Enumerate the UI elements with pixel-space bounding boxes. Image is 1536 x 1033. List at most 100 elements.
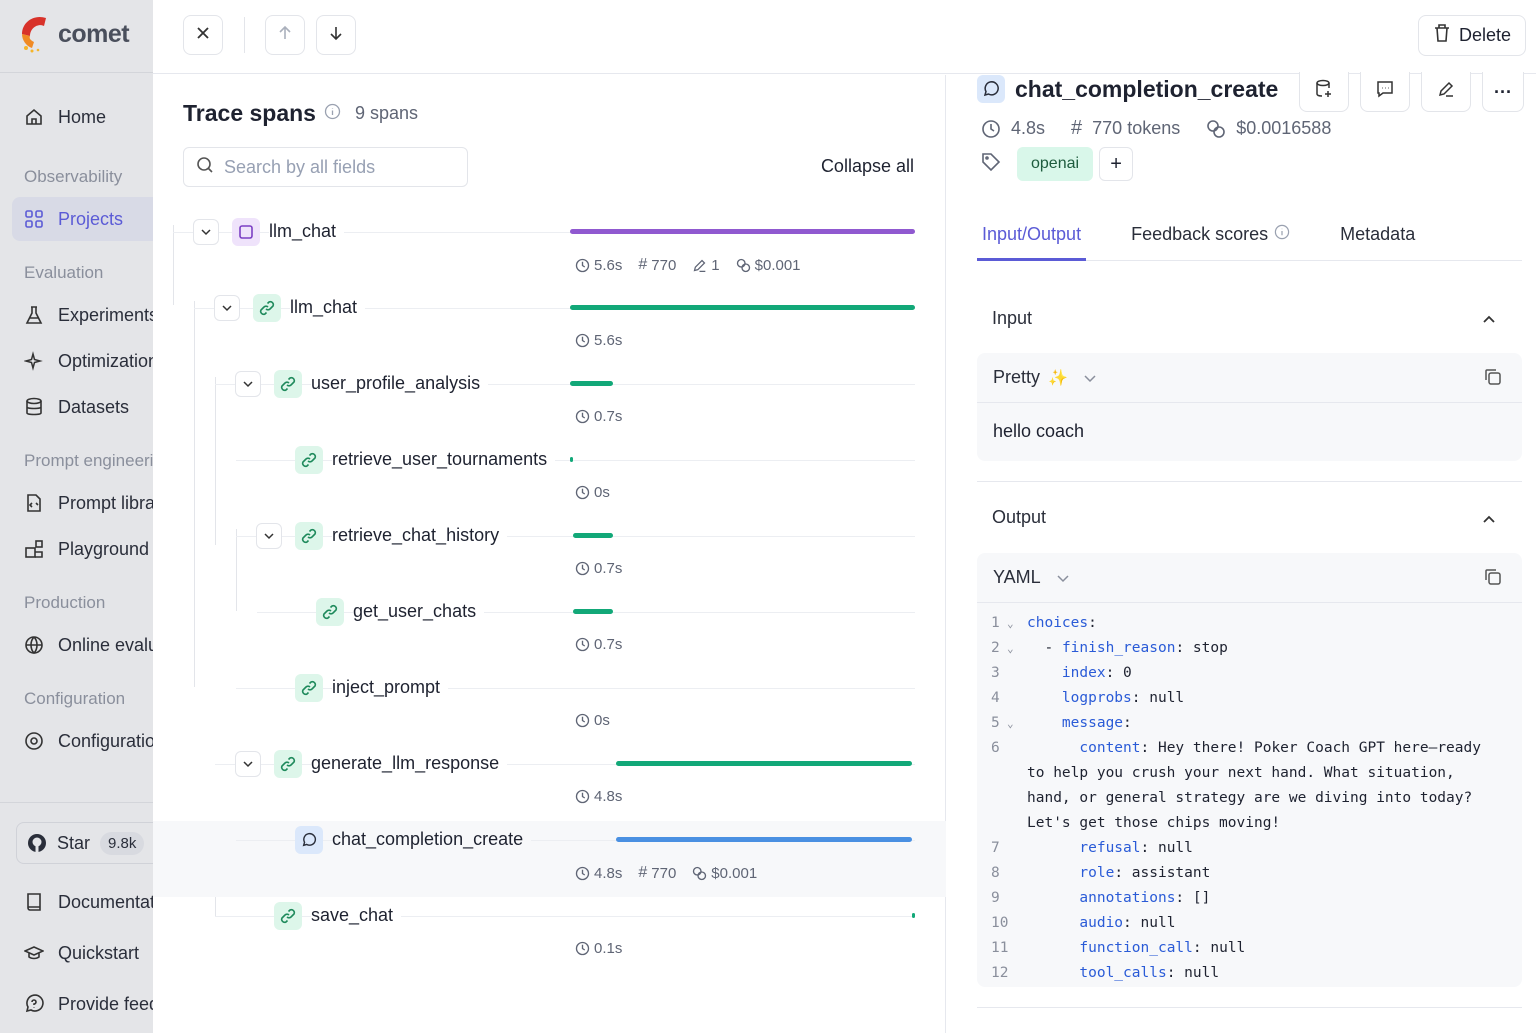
previous-span-button[interactable] — [265, 15, 305, 55]
yaml-key: choices — [1027, 615, 1089, 631]
edit-button[interactable] — [1421, 72, 1471, 112]
span-metrics: 0.7s — [575, 636, 622, 653]
fold-chevron-icon[interactable]: ⌄ — [1007, 717, 1014, 730]
clock-icon — [575, 713, 590, 728]
tab-feedback-scores[interactable]: Feedback scores — [1126, 215, 1295, 261]
span-row[interactable]: save_chat 0.1s — [153, 897, 946, 973]
input-section-header[interactable]: Input — [992, 308, 1033, 328]
span-row[interactable]: user_profile_analysis 0.7s — [153, 365, 946, 441]
tag-openai[interactable]: openai — [1017, 147, 1094, 181]
detail-tabs: Input/Output Feedback scores Metadata — [977, 215, 1522, 261]
code-line: 12 tool_calls: null — [977, 961, 1522, 986]
chevron-up-icon[interactable] — [1482, 511, 1496, 529]
code-line: 8 role: assistant — [977, 861, 1522, 886]
chevron-down-icon[interactable] — [1084, 367, 1096, 388]
sidebar-item-documentation[interactable]: Documentation — [12, 880, 153, 924]
arrow-up-icon — [278, 25, 292, 46]
sidebar-item-optimization[interactable]: Optimization — [12, 339, 153, 383]
collapse-all-button[interactable]: Collapse all — [820, 156, 914, 176]
search-input[interactable] — [224, 156, 454, 178]
sidebar-item-quickstart[interactable]: Quickstart — [12, 931, 153, 975]
tab-metadata[interactable]: Metadata — [1340, 224, 1416, 244]
close-icon — [196, 26, 210, 45]
span-metrics: 4.8s — [575, 788, 622, 805]
info-icon[interactable] — [324, 103, 341, 125]
link-icon — [274, 750, 302, 778]
globe-icon — [24, 635, 44, 655]
next-span-button[interactable] — [316, 15, 356, 55]
hash-icon: # — [638, 256, 648, 273]
sidebar-item-playground[interactable]: Playground — [12, 527, 153, 571]
github-star-button[interactable]: Star 9.8k — [16, 822, 153, 864]
chevron-up-icon[interactable] — [1482, 311, 1496, 329]
metric-duration: 0.7s — [575, 560, 622, 577]
close-button[interactable] — [183, 15, 223, 55]
span-row[interactable]: retrieve_user_tournaments 0s — [153, 441, 946, 517]
metric-duration: 5.6s — [575, 332, 622, 349]
search-field[interactable] — [183, 147, 468, 187]
span-row[interactable]: generate_llm_response 4.8s — [153, 745, 946, 821]
span-metrics: 0.1s — [575, 940, 622, 957]
sidebar-item-configuration[interactable]: Configuration — [12, 719, 153, 763]
more-button[interactable]: ··· — [1482, 72, 1524, 112]
chevron-down-icon[interactable] — [1057, 567, 1069, 588]
link-icon — [253, 294, 281, 322]
span-name: save_chat — [311, 905, 402, 926]
message-circle-icon — [295, 826, 323, 854]
fold-chevron-icon[interactable]: ⌄ — [1007, 617, 1014, 630]
expand-toggle[interactable] — [193, 219, 219, 245]
sidebar-item-datasets[interactable]: Datasets — [12, 385, 153, 429]
line-number: 9 — [991, 890, 1000, 906]
yaml-key: index — [1061, 665, 1106, 681]
add-tag-button[interactable]: + — [1099, 147, 1134, 181]
code-line: 1 ⌄ choices: — [977, 611, 1522, 636]
tab-input-output[interactable]: Input/Output — [977, 215, 1087, 261]
comment-button[interactable] — [1360, 72, 1410, 112]
span-row[interactable]: llm_chat 5.6s #770 1 $0.001 — [153, 213, 946, 289]
span-name: retrieve_user_tournaments — [332, 449, 556, 470]
yaml-value: 0 — [1123, 665, 1132, 681]
span-title: chat_completion_create — [1015, 75, 1279, 102]
yaml-key: tool_calls — [1079, 965, 1167, 981]
span-row[interactable]: llm_chat 5.6s — [153, 289, 946, 365]
comet-logo[interactable]: comet — [18, 14, 130, 54]
expand-toggle[interactable] — [235, 371, 261, 397]
yaml-value: null — [1184, 965, 1220, 981]
sidebar-item-home[interactable]: Home — [12, 95, 153, 139]
span-name: generate_llm_response — [311, 753, 508, 774]
copy-icon[interactable] — [1484, 368, 1502, 391]
add-to-dataset-button[interactable] — [1299, 72, 1349, 112]
span-row[interactable]: inject_prompt 0s — [153, 669, 946, 745]
expand-toggle[interactable] — [214, 295, 240, 321]
format-select[interactable]: YAML — [993, 567, 1041, 587]
expand-toggle[interactable] — [235, 751, 261, 777]
span-row[interactable]: retrieve_chat_history 0.7s — [153, 517, 946, 593]
output-section-header[interactable]: Output — [992, 507, 1047, 527]
sidebar-item-prompt-library[interactable]: Prompt library — [12, 481, 153, 525]
code-line: 2 ⌄ - finish_reason: stop — [977, 636, 1522, 661]
format-select[interactable]: Pretty — [993, 367, 1041, 387]
span-row[interactable]: get_user_chats 0.7s — [153, 593, 946, 669]
metric-duration: 4.8s — [575, 865, 622, 882]
sidebar-item-online-evaluation[interactable]: Online evaluation — [12, 623, 153, 667]
delete-button[interactable]: Delete — [1417, 15, 1526, 56]
expand-toggle[interactable] — [256, 523, 282, 549]
link-icon — [295, 522, 323, 550]
sidebar-item-experiments[interactable]: Experiments — [12, 293, 153, 337]
span-row[interactable]: chat_completion_create 4.8s #770 $0.001 — [153, 821, 946, 897]
top-bar: Delete — [153, 0, 1536, 74]
tree-connector — [215, 916, 915, 917]
metric-duration: 5.6s — [575, 257, 622, 274]
clock-icon — [981, 119, 1001, 139]
metric-cost: $0.001 — [692, 865, 757, 882]
yaml-key: message — [1061, 715, 1124, 731]
span-timeline-bar — [616, 837, 912, 842]
book-icon — [24, 892, 44, 912]
copy-icon[interactable] — [1484, 568, 1502, 591]
yaml-code-viewer[interactable]: 1 ⌄ choices: 2 ⌄ - finish_reason: stop 3 inde… — [977, 603, 1522, 986]
fold-chevron-icon[interactable]: ⌄ — [1007, 642, 1014, 655]
graduation-cap-icon — [24, 943, 44, 963]
sidebar-item-projects[interactable]: Projects — [12, 197, 153, 241]
sidebar-item-provide-feedback[interactable]: Provide feedback — [12, 982, 153, 1026]
line-number: 11 — [991, 940, 1009, 956]
